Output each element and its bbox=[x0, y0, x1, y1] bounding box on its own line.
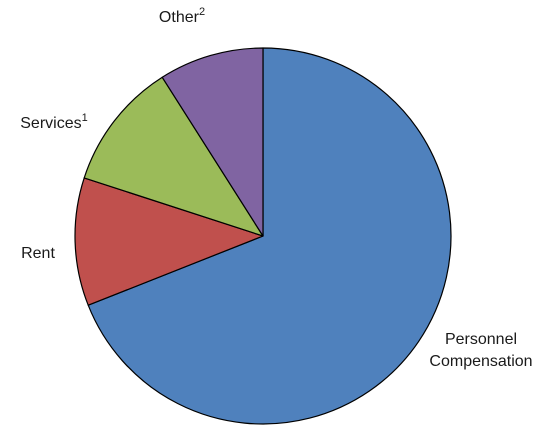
pie-label-line: Services bbox=[20, 115, 81, 132]
pie-slice-services bbox=[83, 76, 264, 237]
pie-slices bbox=[74, 47, 452, 425]
pie-slice-rent bbox=[74, 177, 264, 306]
pie-label-footnote-mark: 2 bbox=[199, 6, 205, 18]
pie-label-other: Other2 bbox=[159, 6, 205, 26]
pie-label-rent: Rent bbox=[21, 245, 55, 262]
pie-label-line: Personnel bbox=[445, 331, 517, 348]
pie-label-line: Rent bbox=[21, 245, 55, 262]
pie-slice-other bbox=[161, 47, 264, 237]
pie-slice-personnel-compensation bbox=[87, 47, 452, 425]
pie-label-services: Services1 bbox=[20, 112, 87, 132]
pie-label-line: Compensation bbox=[429, 353, 532, 370]
pie-label-line: Other bbox=[159, 9, 200, 26]
pie-label-personnel-compensation: Personnel Compensation bbox=[429, 331, 532, 370]
pie-labels: Personnel Compensation Rent Services1 Other2 bbox=[20, 6, 532, 370]
pie-label-footnote-mark: 1 bbox=[82, 112, 88, 124]
